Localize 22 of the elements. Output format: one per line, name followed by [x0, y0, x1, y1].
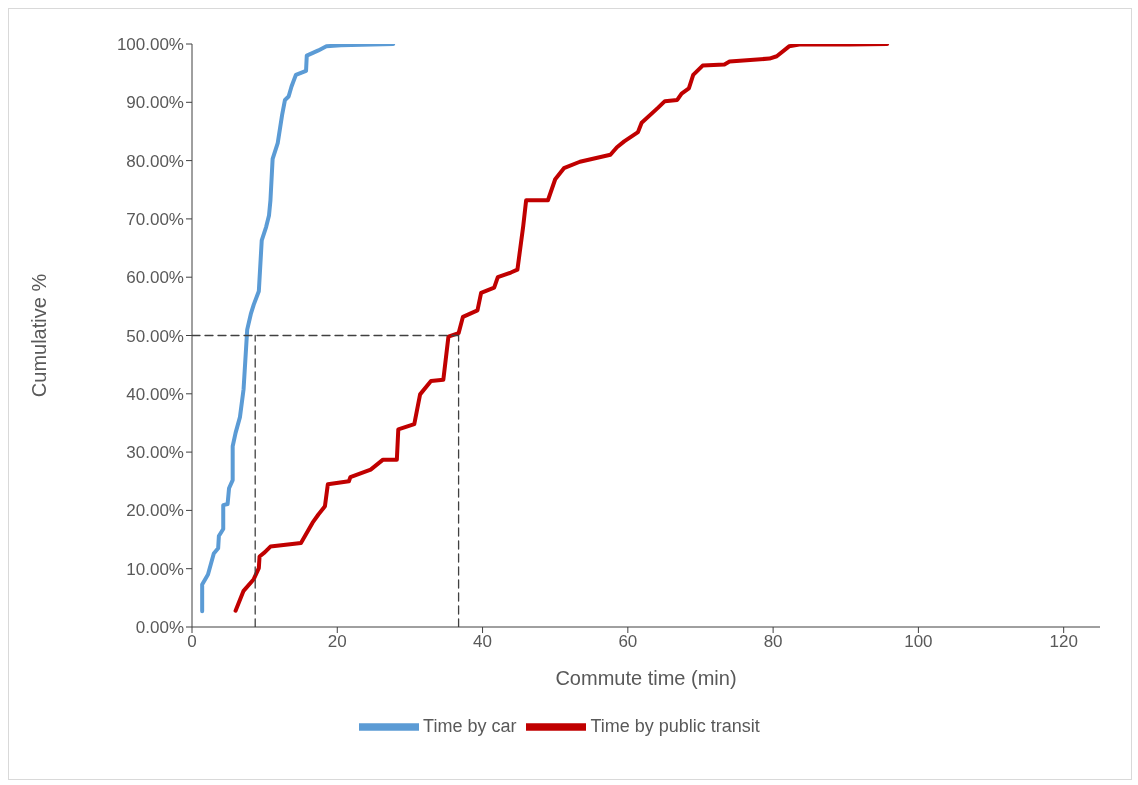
x-tick-label: 100 [904, 632, 933, 652]
y-tick-label: 80.00% [126, 151, 184, 171]
x-tick-label: 40 [473, 632, 493, 652]
y-tick-label: 50.00% [126, 326, 184, 346]
y-tick-label: 20.00% [126, 501, 184, 521]
x-tick-label: 120 [1049, 632, 1078, 652]
y-axis-title: Cumulative % [28, 273, 51, 398]
x-tick-label: 0 [187, 632, 197, 652]
y-tick-label: 70.00% [126, 209, 184, 229]
x-axis-title: Commute time (min) [555, 667, 737, 689]
legend-label: Time by car [423, 715, 517, 736]
y-tick-label: 10.00% [126, 559, 184, 579]
y-tick-label: 40.00% [126, 384, 184, 404]
x-tick-label: 80 [763, 632, 783, 652]
y-tick-label: 0.00% [135, 618, 184, 638]
y-tick-label: 90.00% [126, 93, 184, 113]
x-tick-label: 60 [618, 632, 638, 652]
y-tick-label: 60.00% [126, 268, 184, 288]
y-tick-label: 30.00% [126, 443, 184, 463]
y-tick-label: 100.00% [116, 35, 184, 55]
legend-label: Time by public transit [590, 715, 760, 736]
x-tick-label: 20 [327, 632, 347, 652]
